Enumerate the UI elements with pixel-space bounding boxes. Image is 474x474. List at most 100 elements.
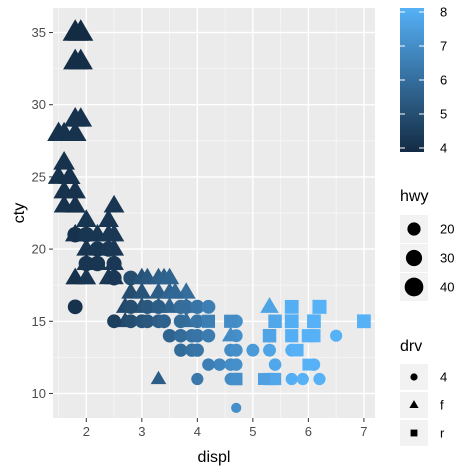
data-point: [123, 299, 138, 314]
data-point: [213, 358, 226, 371]
data-point: [107, 314, 121, 329]
legend-shape-drv: drv 4 fr: [400, 338, 447, 446]
colorbar-label: 5: [440, 107, 447, 122]
data-point: [284, 314, 299, 329]
data-point: [159, 267, 180, 285]
data-point: [67, 226, 84, 243]
data-point: [140, 299, 155, 314]
data-point: [202, 358, 215, 371]
x-tick-label: 5: [249, 424, 256, 439]
data-point: [190, 314, 205, 329]
data-point: [103, 223, 125, 242]
data-point: [229, 372, 243, 386]
legend-shape-key: [409, 400, 419, 409]
data-point: [201, 299, 216, 314]
data-point: [64, 180, 86, 199]
data-point: [357, 314, 371, 329]
data-point: [103, 194, 125, 213]
data-point: [100, 241, 117, 257]
data-point: [285, 372, 298, 386]
data-point: [68, 19, 94, 41]
data-point: [260, 297, 279, 313]
data-point: [307, 314, 321, 329]
data-point: [53, 151, 75, 170]
legend-size-hwy: hwy 20 30 40: [400, 188, 454, 301]
y-axis-title: cty: [11, 203, 28, 223]
colorbar-label: 7: [440, 39, 447, 54]
data-point: [132, 282, 152, 299]
data-point: [268, 372, 282, 386]
data-point: [190, 328, 205, 343]
data-point: [290, 343, 304, 357]
y-tick-label: 25: [32, 169, 46, 184]
data-point: [313, 372, 326, 386]
data-point: [258, 373, 270, 385]
data-point: [284, 299, 299, 314]
data-point: [191, 372, 204, 386]
data-point: [285, 329, 299, 343]
data-point: [150, 370, 167, 385]
data-point: [229, 343, 243, 357]
data-point: [157, 314, 171, 329]
y-tick-label: 20: [32, 242, 46, 257]
legend-shape-key: [410, 373, 418, 381]
data-point: [53, 194, 75, 213]
legend-shape-label: r: [440, 426, 445, 441]
x-axis: 2 3 4 5 6 7: [83, 418, 368, 439]
data-point: [173, 314, 188, 329]
data-point: [307, 329, 321, 343]
data-point: [263, 343, 276, 357]
data-point: [174, 343, 188, 357]
legend-shape-label: f: [440, 398, 444, 413]
x-tick-label: 7: [360, 424, 367, 439]
colorbar-label: 4: [440, 141, 447, 156]
legend-shape-key: [410, 429, 418, 437]
x-tick-label: 3: [138, 424, 145, 439]
data-point: [201, 314, 216, 328]
legend-size-label: 30: [440, 251, 454, 266]
legend-size-label: 20: [440, 222, 454, 237]
legend-size-key: [407, 222, 421, 236]
data-point: [151, 299, 166, 314]
data-point: [231, 402, 242, 414]
data-point: [67, 299, 83, 315]
legend-shape-label: 4: [440, 370, 447, 385]
y-tick-label: 30: [32, 97, 46, 112]
data-point: [58, 165, 81, 185]
data-point: [268, 314, 282, 329]
data-point: [330, 329, 343, 342]
x-tick-label: 6: [305, 424, 312, 439]
legend-size-label: 40: [440, 280, 454, 295]
legend-size-title: hwy: [400, 188, 428, 205]
data-point: [89, 255, 106, 272]
colorbar-label: 8: [440, 5, 447, 20]
data-point: [312, 299, 327, 314]
data-point: [75, 209, 97, 227]
y-axis: 10 15 20 25 30 35: [32, 25, 53, 401]
data-points: [47, 19, 371, 414]
data-point: [123, 314, 138, 329]
data-point: [173, 328, 188, 343]
data-point: [76, 267, 97, 285]
legend-shape-title: drv: [400, 338, 422, 355]
legend-color-hwy: 4 5 6 7 8: [400, 5, 447, 156]
y-tick-label: 15: [32, 314, 46, 329]
colorbar-label: 6: [440, 73, 447, 88]
data-point: [221, 326, 240, 342]
data-point: [78, 255, 94, 272]
data-point: [190, 299, 205, 314]
data-point: [302, 358, 315, 371]
data-point: [69, 107, 93, 127]
x-axis-title: displ: [198, 449, 231, 466]
data-point: [296, 372, 309, 386]
data-point: [190, 343, 204, 357]
data-point: [162, 328, 177, 343]
legend-size-key: [404, 277, 424, 297]
data-point: [201, 328, 216, 343]
data-point: [268, 358, 282, 371]
data-point: [165, 282, 185, 299]
data-point: [89, 241, 106, 257]
data-point: [179, 299, 194, 314]
y-tick-label: 35: [32, 25, 46, 40]
data-point: [262, 328, 277, 343]
